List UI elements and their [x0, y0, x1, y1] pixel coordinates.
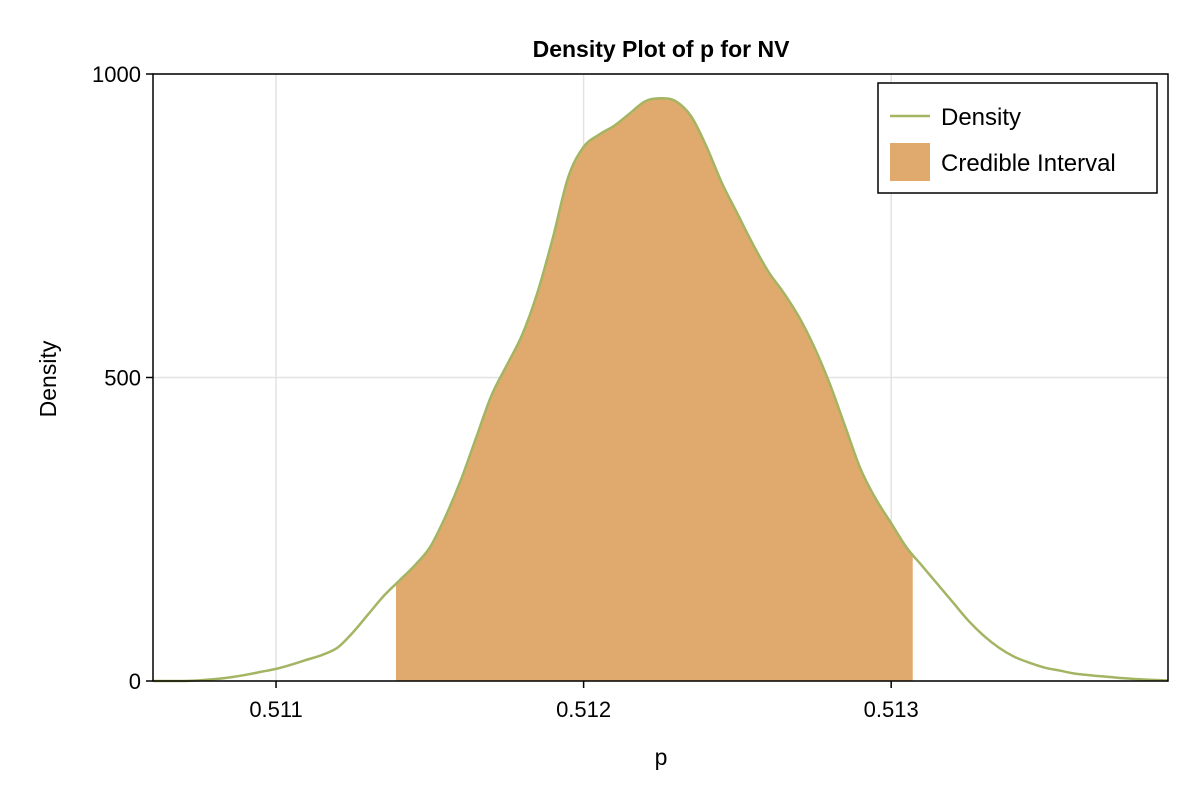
x-axis-ticks: 0.511 0.512 0.513 — [249, 681, 919, 722]
y-tick-label-1: 500 — [104, 366, 141, 391]
y-tick-label-0: 0 — [129, 669, 141, 694]
y-tick-label-2: 1000 — [92, 62, 141, 87]
legend-credible-interval-label: Credible Interval — [941, 150, 1116, 177]
x-axis-label: p — [655, 744, 668, 770]
legend-credible-interval-swatch — [890, 143, 930, 181]
legend-density-label: Density — [941, 104, 1021, 131]
x-tick-label-1: 0.512 — [556, 697, 611, 722]
credible-interval-area — [395, 98, 913, 681]
chart-title: Density Plot of p for NV — [533, 36, 791, 62]
y-axis-ticks: 0 500 1000 — [92, 62, 153, 694]
x-tick-label-0: 0.511 — [249, 697, 302, 722]
x-tick-label-2: 0.513 — [864, 697, 919, 722]
density-line — [152, 97, 1169, 683]
legend: Density Credible Interval — [877, 82, 1158, 194]
y-axis-label: Density — [35, 340, 61, 417]
